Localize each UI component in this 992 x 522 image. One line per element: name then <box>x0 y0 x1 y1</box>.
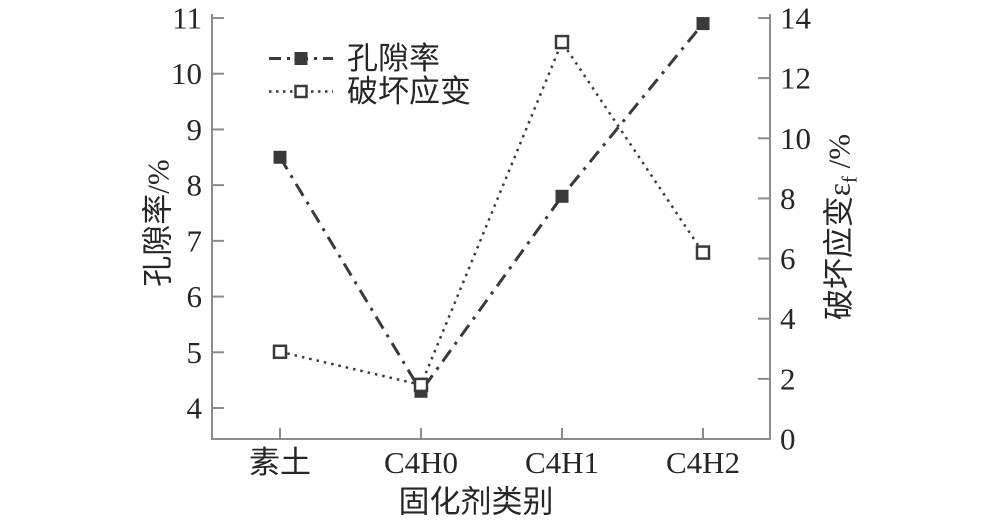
data-point-filled-square <box>273 150 287 164</box>
left-axis-tick-label: 4 <box>187 391 203 426</box>
dashdot-line-filled-square-icon <box>269 51 333 65</box>
x-axis-category-label: 素土 <box>249 445 311 480</box>
legend-label: 破坏应变 <box>347 73 471 109</box>
data-point-open-square <box>695 245 711 260</box>
right-axis-tick-label: 10 <box>780 121 811 156</box>
left-axis-tick-label: 8 <box>187 168 203 203</box>
data-point-filled-square <box>696 17 710 31</box>
legend: 孔隙率 破坏应变 <box>268 42 471 107</box>
left-axis-tick-label: 10 <box>171 56 202 91</box>
right-axis-tick-label: 8 <box>780 181 796 216</box>
data-point-open-square <box>554 34 570 50</box>
legend-label: 孔隙率 <box>347 40 440 76</box>
left-axis-tick-label: 11 <box>172 1 202 36</box>
left-axis-tick-label: 7 <box>187 223 203 258</box>
right-axis-title-unit: /% <box>821 133 857 177</box>
series-line-孔隙率 <box>278 22 705 395</box>
right-axis-tick-label: 0 <box>780 422 796 457</box>
data-point-filled-square <box>555 189 569 203</box>
x-axis-category-label: C4H2 <box>666 445 740 480</box>
right-axis-tick-label: 6 <box>780 241 796 276</box>
x-axis-category-label: C4H1 <box>525 445 599 480</box>
series-line-破坏应变 <box>279 39 705 387</box>
right-axis-title: 破坏应变εf /% <box>814 134 863 320</box>
right-axis-title-subscript: f <box>837 176 862 184</box>
data-point-open-square <box>272 344 288 360</box>
right-axis-tick-label: 12 <box>780 61 811 96</box>
left-axis-title: 孔隙率/% <box>140 159 176 287</box>
x-axis-category-label: C4H0 <box>384 445 458 480</box>
dotted-line-open-square-icon <box>269 84 333 98</box>
right-axis-tick-label: 4 <box>780 301 796 336</box>
legend-item-porosity: 孔隙率 <box>268 42 471 74</box>
right-axis-tick-label: 2 <box>780 361 796 396</box>
data-point-open-square <box>413 377 429 393</box>
left-axis-tick-label: 9 <box>187 112 203 147</box>
right-axis-tick-label: 14 <box>780 1 812 36</box>
legend-item-failure-strain: 破坏应变 <box>268 75 471 107</box>
left-axis-tick-label: 5 <box>187 335 203 370</box>
right-axis-title-text: 破坏应变ε <box>821 183 857 321</box>
x-axis-title: 固化剂类别 <box>398 484 554 520</box>
left-axis-tick-label: 6 <box>187 279 203 314</box>
